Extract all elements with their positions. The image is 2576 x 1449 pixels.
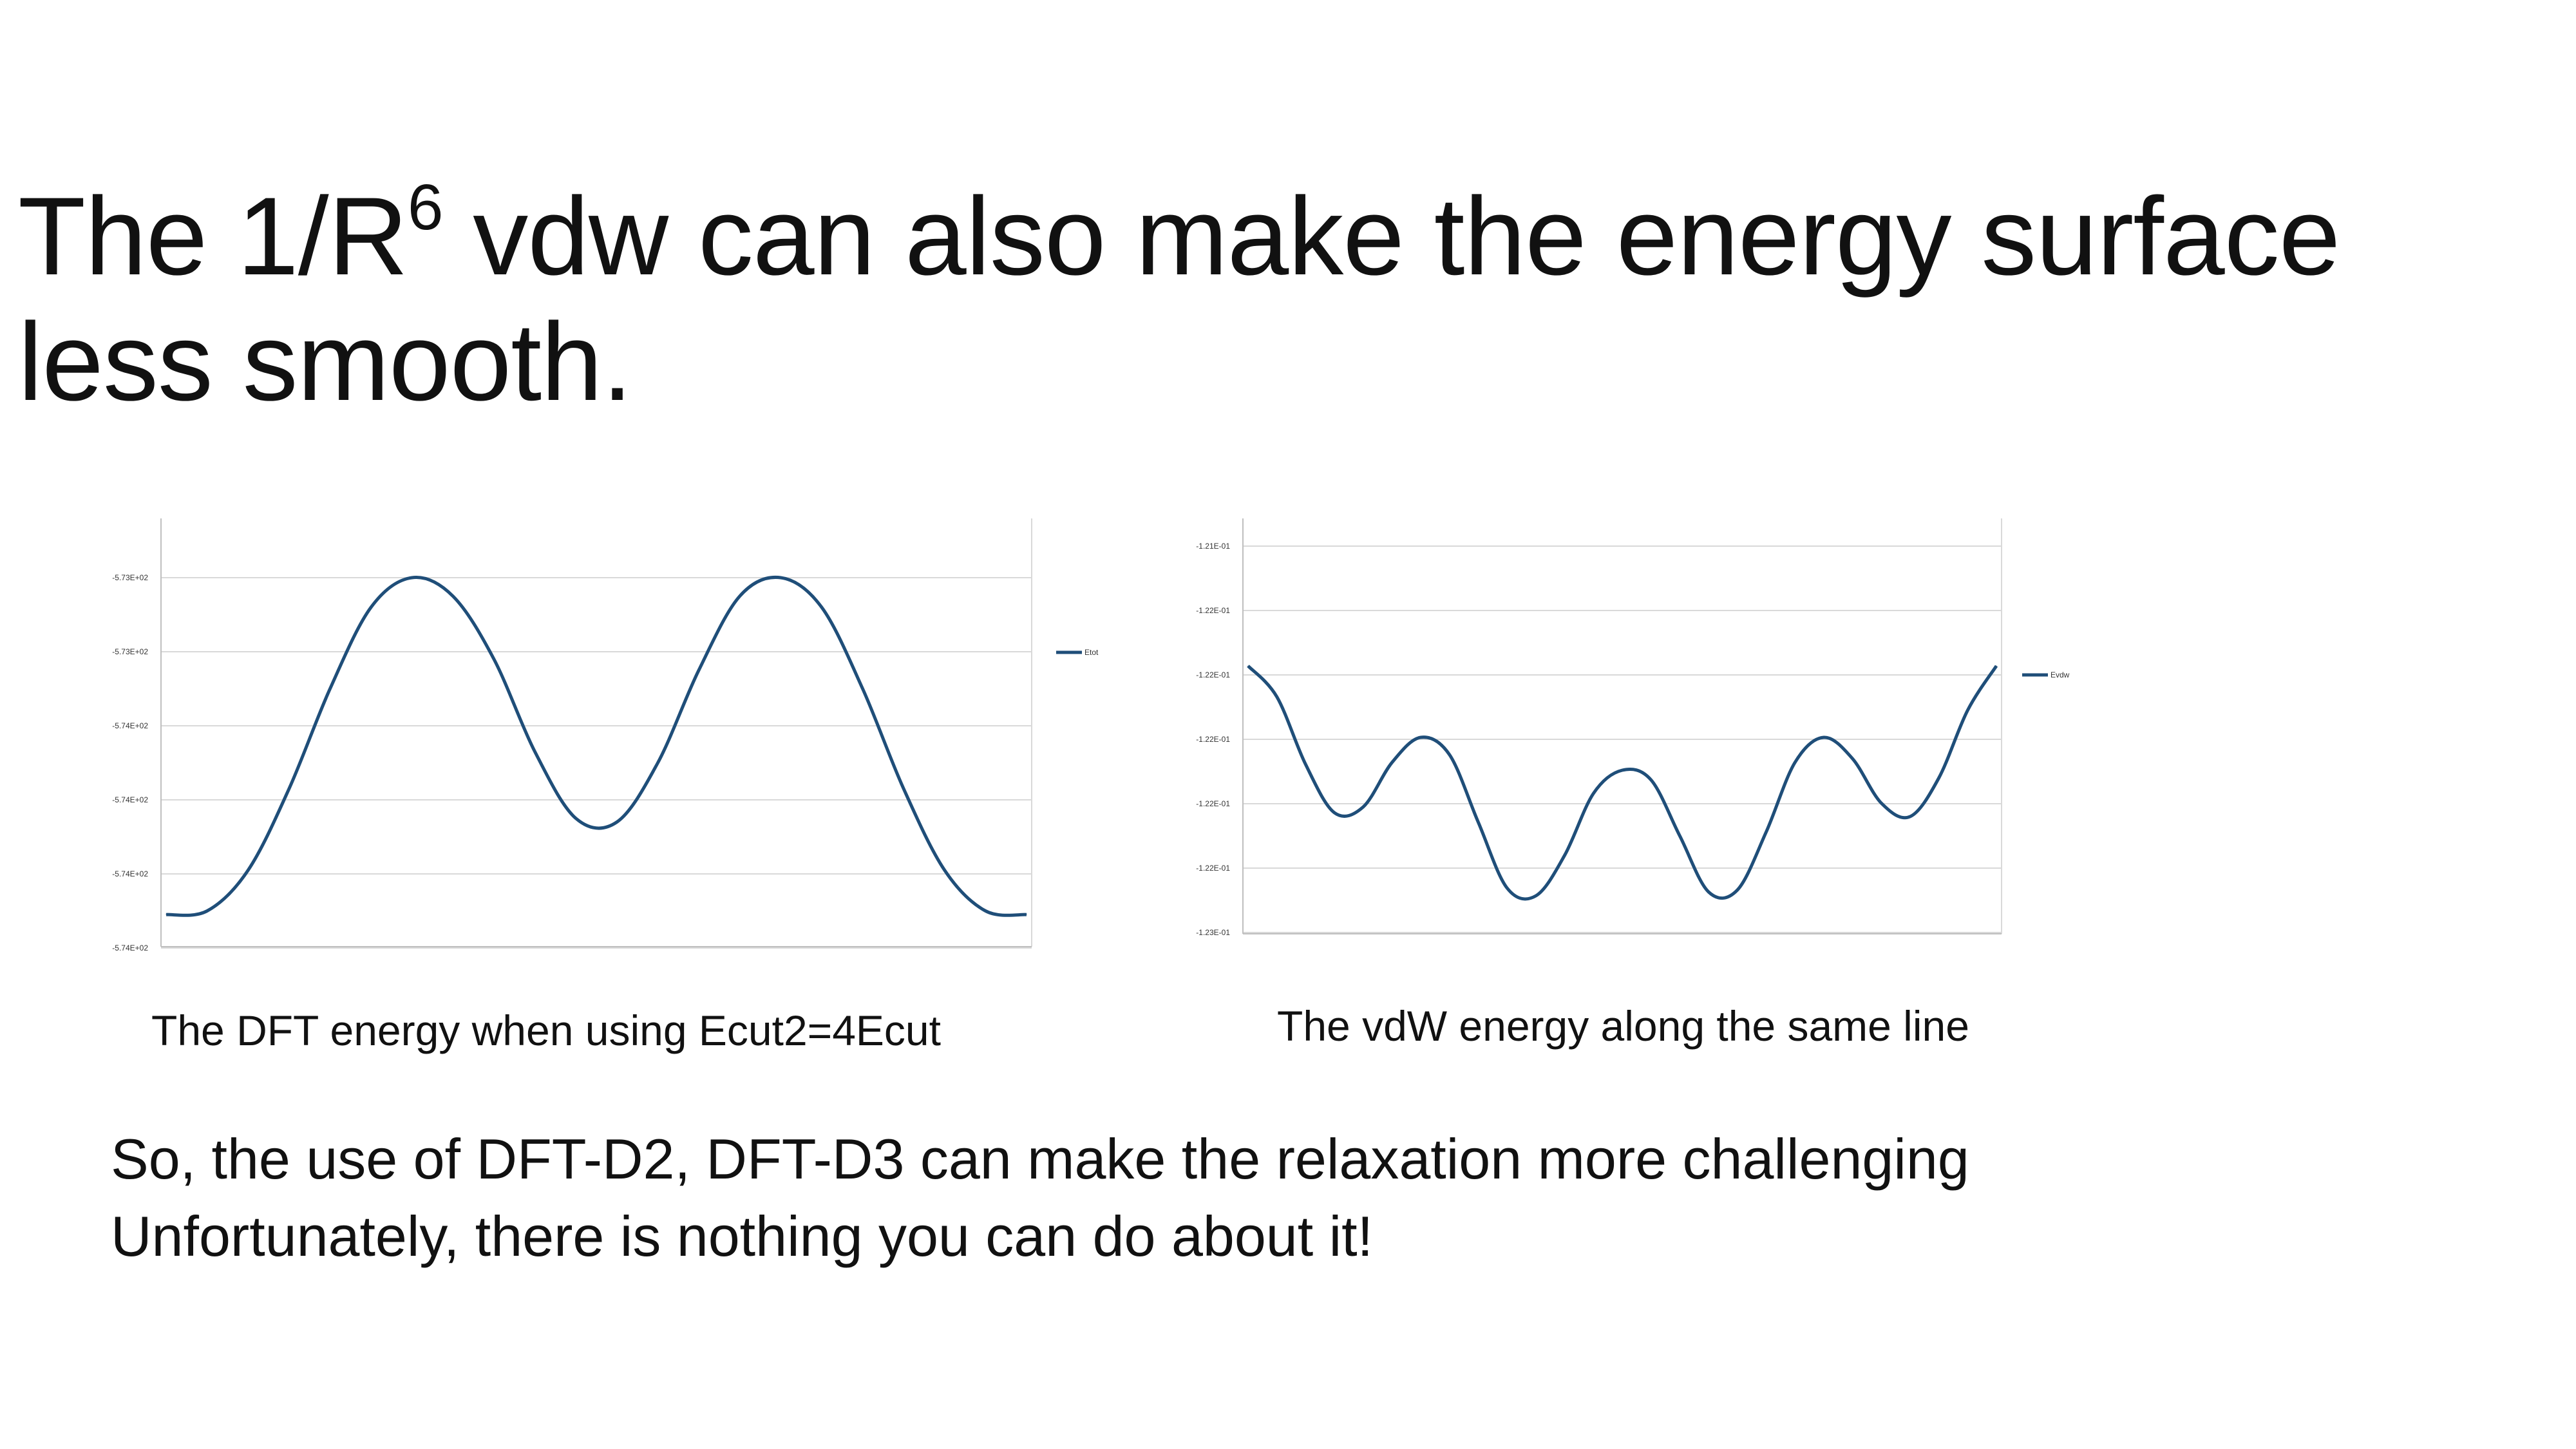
caption-right: The vdW energy along the same line xyxy=(1277,1002,1969,1050)
series-line-etot xyxy=(166,575,1027,917)
caption-left: The DFT energy when using Ecut2=4Ecut xyxy=(151,1007,941,1054)
data-point xyxy=(862,688,864,689)
data-point xyxy=(1564,855,1566,856)
legend-label: Etot xyxy=(1084,648,1099,657)
data-point xyxy=(370,607,372,608)
data-point xyxy=(1478,822,1479,823)
y-tick-label: -1.22E-01 xyxy=(1196,864,1230,873)
y-tick-label: -5.74E+02 xyxy=(112,721,148,730)
y-tick-label: -1.22E-01 xyxy=(1196,735,1230,744)
y-tick-label: -5.73E+02 xyxy=(112,573,148,582)
y-tick-label: -1.22E-01 xyxy=(1196,799,1230,808)
title-line-1: The 1/R6 vdw can also make the energy su… xyxy=(18,174,2340,299)
y-tick-label: -1.21E-01 xyxy=(1196,542,1230,551)
data-point xyxy=(1305,764,1306,765)
data-point xyxy=(1823,737,1824,738)
body-line-2: Unfortunately, there is nothing you can … xyxy=(111,1204,1374,1268)
slide-title: The 1/R6 vdw can also make the energy su… xyxy=(18,174,2340,425)
etot-chart: -5.74E+02 -5.74E+02 -5.74E+02 -5.74E+02 -5.7… xyxy=(112,518,1099,952)
title-line-1-rest: vdw can also make the energy surface xyxy=(442,175,2340,298)
data-point xyxy=(1880,802,1882,804)
y-tick-label: -5.74E+02 xyxy=(112,943,148,952)
y-tick-label: -1.22E-01 xyxy=(1196,670,1230,679)
y-tick-label: -1.23E-01 xyxy=(1196,928,1230,937)
title-line-2: less smooth. xyxy=(18,300,632,424)
y-tick-label: -5.73E+02 xyxy=(112,647,148,656)
title-superscript: 6 xyxy=(407,171,444,243)
legend-label: Evdw xyxy=(2050,670,2070,679)
data-point xyxy=(247,869,249,871)
data-point xyxy=(1737,889,1738,891)
y-tick-label: -5.74E+02 xyxy=(112,869,148,878)
data-point xyxy=(1506,887,1508,889)
title-prefix: The 1/R xyxy=(18,175,408,298)
data-point xyxy=(1247,665,1249,667)
data-point xyxy=(1938,777,1940,779)
data-point xyxy=(944,869,945,871)
data-point xyxy=(1996,665,1997,667)
y-tick-label: -1.22E-01 xyxy=(1196,606,1230,615)
body-line-1: So, the use of DFT-D2, DFT-D3 can make t… xyxy=(111,1127,1969,1191)
data-point xyxy=(821,607,822,608)
series-line-evdw xyxy=(1247,665,1998,901)
evdw-chart: -1.23E-01 -1.22E-01 -1.22E-01 -1.22E-01 -1.2… xyxy=(1196,518,2070,937)
body-text: So, the use of DFT-D2, DFT-D3 can make t… xyxy=(111,1121,1969,1275)
data-point xyxy=(1967,710,1968,711)
data-point xyxy=(1593,793,1594,794)
data-point xyxy=(166,914,167,915)
data-point xyxy=(1622,770,1623,771)
y-tick-label: -5.74E+02 xyxy=(112,795,148,804)
